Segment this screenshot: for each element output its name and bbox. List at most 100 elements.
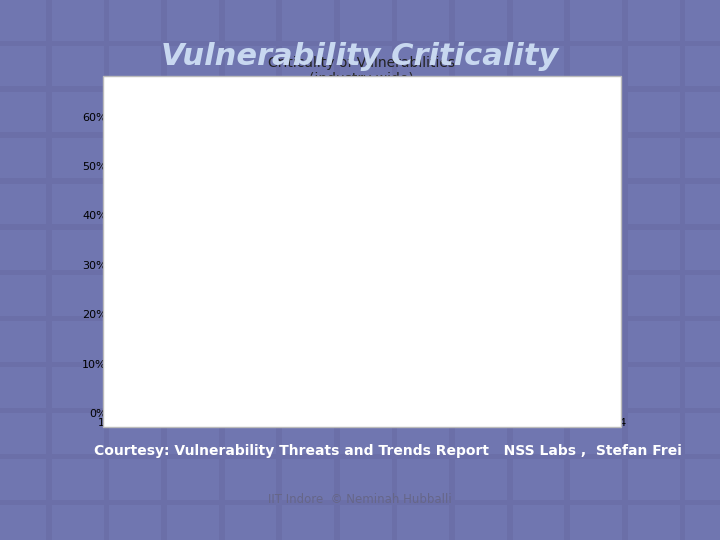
medium <box>514 163 523 169</box>
FancyBboxPatch shape <box>513 138 564 178</box>
FancyBboxPatch shape <box>0 505 46 540</box>
FancyBboxPatch shape <box>109 321 161 362</box>
FancyBboxPatch shape <box>455 230 507 270</box>
FancyBboxPatch shape <box>513 459 564 500</box>
high <box>514 197 523 204</box>
FancyBboxPatch shape <box>109 46 161 86</box>
FancyBboxPatch shape <box>685 230 720 270</box>
high <box>389 178 397 184</box>
FancyBboxPatch shape <box>455 46 507 86</box>
high <box>295 207 304 214</box>
FancyBboxPatch shape <box>628 505 680 540</box>
low <box>482 380 491 387</box>
high <box>201 187 210 194</box>
FancyBboxPatch shape <box>570 321 622 362</box>
FancyBboxPatch shape <box>340 413 392 454</box>
FancyBboxPatch shape <box>340 459 392 500</box>
FancyBboxPatch shape <box>570 505 622 540</box>
FancyBboxPatch shape <box>167 459 219 500</box>
FancyBboxPatch shape <box>628 0 680 40</box>
FancyBboxPatch shape <box>0 184 46 224</box>
FancyBboxPatch shape <box>340 46 392 86</box>
FancyBboxPatch shape <box>685 275 720 316</box>
FancyBboxPatch shape <box>513 46 564 86</box>
medium <box>201 197 210 204</box>
low <box>233 370 241 377</box>
high <box>451 173 460 179</box>
Text: Vulnerability Criticality: Vulnerability Criticality <box>161 42 559 71</box>
FancyBboxPatch shape <box>397 0 449 40</box>
FancyBboxPatch shape <box>282 505 334 540</box>
FancyBboxPatch shape <box>397 230 449 270</box>
FancyBboxPatch shape <box>52 92 104 132</box>
FancyBboxPatch shape <box>685 367 720 408</box>
FancyBboxPatch shape <box>570 230 622 270</box>
low <box>514 375 523 382</box>
high <box>420 163 428 169</box>
FancyBboxPatch shape <box>397 184 449 224</box>
FancyBboxPatch shape <box>513 92 564 132</box>
FancyBboxPatch shape <box>340 230 392 270</box>
FancyBboxPatch shape <box>282 321 334 362</box>
high <box>357 158 366 164</box>
FancyBboxPatch shape <box>513 230 564 270</box>
FancyBboxPatch shape <box>628 367 680 408</box>
FancyBboxPatch shape <box>167 505 219 540</box>
FancyBboxPatch shape <box>0 275 46 316</box>
FancyBboxPatch shape <box>340 505 392 540</box>
FancyBboxPatch shape <box>52 413 104 454</box>
FancyBboxPatch shape <box>340 92 392 132</box>
FancyBboxPatch shape <box>225 321 276 362</box>
Line: low: low <box>143 359 549 393</box>
FancyBboxPatch shape <box>397 367 449 408</box>
FancyBboxPatch shape <box>628 92 680 132</box>
FancyBboxPatch shape <box>685 0 720 40</box>
Text: Courtesy: Vulnerability Threats and Trends Report   NSS Labs ,  Stefan Frei: Courtesy: Vulnerability Threats and Tren… <box>94 444 681 458</box>
FancyBboxPatch shape <box>109 138 161 178</box>
Title: Criticality of Vulnerabilities
(industry wide): Criticality of Vulnerabilities (industry… <box>269 56 455 86</box>
FancyBboxPatch shape <box>397 275 449 316</box>
FancyBboxPatch shape <box>52 321 104 362</box>
FancyBboxPatch shape <box>52 459 104 500</box>
FancyBboxPatch shape <box>513 321 564 362</box>
FancyBboxPatch shape <box>225 46 276 86</box>
FancyBboxPatch shape <box>52 46 104 86</box>
FancyBboxPatch shape <box>225 92 276 132</box>
low <box>264 375 272 382</box>
medium <box>545 128 554 134</box>
FancyBboxPatch shape <box>397 459 449 500</box>
high <box>170 183 179 189</box>
FancyBboxPatch shape <box>0 321 46 362</box>
FancyBboxPatch shape <box>282 92 334 132</box>
FancyBboxPatch shape <box>570 46 622 86</box>
FancyBboxPatch shape <box>628 459 680 500</box>
FancyBboxPatch shape <box>685 184 720 224</box>
FancyBboxPatch shape <box>455 275 507 316</box>
FancyBboxPatch shape <box>685 138 720 178</box>
FancyBboxPatch shape <box>52 275 104 316</box>
FancyBboxPatch shape <box>570 459 622 500</box>
FancyBboxPatch shape <box>513 275 564 316</box>
medium <box>389 192 397 199</box>
low <box>138 360 147 367</box>
high <box>138 187 147 194</box>
FancyBboxPatch shape <box>628 184 680 224</box>
FancyBboxPatch shape <box>167 321 219 362</box>
FancyBboxPatch shape <box>225 184 276 224</box>
FancyBboxPatch shape <box>628 321 680 362</box>
FancyBboxPatch shape <box>52 230 104 270</box>
Line: high: high <box>143 161 549 245</box>
FancyBboxPatch shape <box>455 0 507 40</box>
FancyBboxPatch shape <box>109 230 161 270</box>
low <box>357 360 366 367</box>
FancyBboxPatch shape <box>167 275 219 316</box>
FancyBboxPatch shape <box>570 0 622 40</box>
FancyBboxPatch shape <box>685 321 720 362</box>
FancyBboxPatch shape <box>225 0 276 40</box>
FancyBboxPatch shape <box>397 138 449 178</box>
FancyBboxPatch shape <box>513 413 564 454</box>
FancyBboxPatch shape <box>340 367 392 408</box>
FancyBboxPatch shape <box>685 92 720 132</box>
high <box>482 192 491 199</box>
FancyBboxPatch shape <box>167 413 219 454</box>
